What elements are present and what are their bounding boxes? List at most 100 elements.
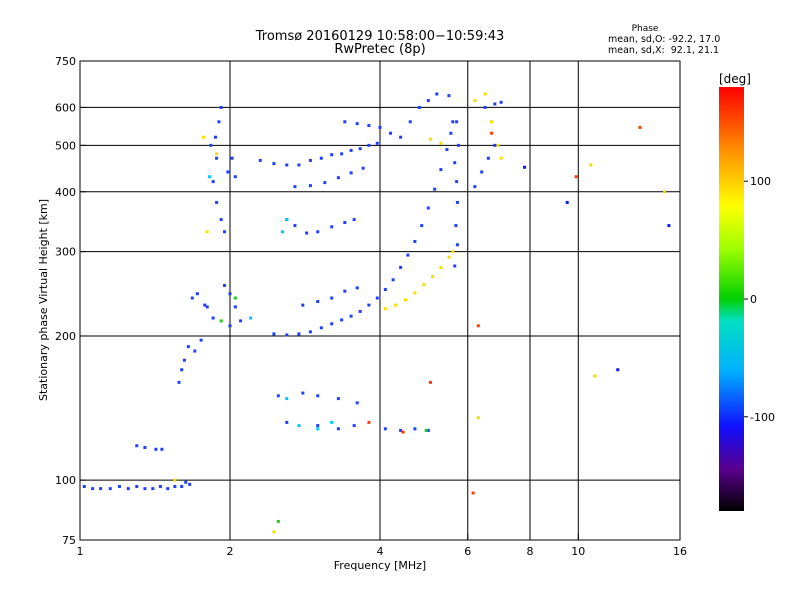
data-point	[199, 338, 203, 342]
data-point	[426, 99, 430, 103]
data-point	[211, 316, 215, 320]
data-point	[428, 137, 432, 141]
data-point	[480, 170, 484, 174]
data-point	[375, 141, 379, 145]
colorbar-tick-label: 100	[750, 175, 771, 188]
data-point	[195, 292, 199, 296]
data-point	[471, 491, 475, 495]
y-tick-label: 750	[55, 55, 76, 68]
data-point	[422, 283, 426, 287]
data-point	[340, 152, 344, 156]
data-point	[209, 143, 213, 147]
data-point	[476, 416, 480, 420]
data-point	[173, 484, 177, 488]
data-point	[358, 147, 362, 151]
data-point	[451, 250, 455, 254]
data-point	[445, 148, 449, 152]
data-point	[186, 345, 190, 349]
data-point	[281, 230, 285, 234]
data-point	[158, 484, 162, 488]
data-point	[202, 135, 206, 139]
data-point	[433, 187, 437, 191]
data-point	[349, 314, 353, 318]
data-point	[323, 181, 327, 185]
data-point	[330, 322, 334, 326]
data-point	[449, 131, 453, 135]
data-point	[431, 275, 435, 279]
data-point	[233, 175, 237, 179]
data-point	[413, 239, 417, 243]
data-point	[239, 319, 243, 323]
data-point	[308, 330, 312, 334]
y-tick-label: 300	[55, 246, 76, 259]
data-point	[420, 224, 424, 228]
data-point	[589, 163, 593, 167]
data-point	[215, 156, 219, 160]
data-point	[565, 200, 569, 204]
data-point	[401, 430, 405, 434]
data-point	[378, 125, 382, 129]
data-point	[616, 368, 620, 372]
data-point	[151, 487, 155, 491]
data-point	[413, 291, 417, 295]
data-point	[91, 487, 95, 491]
data-point	[219, 105, 223, 109]
data-point	[330, 225, 334, 229]
data-point	[426, 428, 430, 432]
data-point	[316, 394, 320, 398]
data-point	[343, 221, 347, 225]
data-point	[455, 200, 459, 204]
data-point	[483, 92, 487, 96]
data-point	[383, 307, 387, 311]
data-point	[417, 105, 421, 109]
data-point	[413, 427, 417, 431]
data-point	[367, 124, 371, 128]
y-tick-label: 600	[55, 101, 76, 114]
colorbar-label: [deg]	[719, 72, 751, 86]
data-point	[457, 143, 461, 147]
colorbar-ticks: 100 0 -100	[744, 175, 775, 424]
y-axis-label: Stationary phase Virtual Height [km]	[37, 199, 50, 401]
x-axis-label: Frequency [MHz]	[334, 559, 426, 572]
data-point	[473, 99, 477, 103]
data-point	[316, 427, 320, 431]
x-tick-label: 6	[464, 545, 471, 558]
data-point	[190, 296, 194, 300]
data-point	[293, 185, 297, 189]
phase-box-title: Phase	[632, 24, 659, 34]
data-point	[352, 218, 356, 222]
data-point	[394, 303, 398, 307]
data-point	[476, 324, 480, 328]
data-point	[406, 253, 410, 257]
data-point	[276, 394, 280, 398]
data-point	[276, 519, 280, 523]
data-point	[230, 156, 234, 160]
data-point	[399, 135, 403, 139]
data-point	[343, 120, 347, 124]
data-point	[211, 180, 215, 184]
data-point	[285, 397, 289, 401]
data-point	[428, 380, 432, 384]
data-point	[143, 445, 147, 449]
data-point	[285, 163, 289, 167]
data-point	[135, 444, 139, 448]
data-point	[305, 231, 309, 235]
chart-title: Tromsø 20160129 10:58:00−10:59:43	[255, 29, 505, 44]
data-point	[667, 224, 671, 228]
data-point	[316, 230, 320, 234]
data-point	[355, 286, 359, 290]
data-point	[403, 298, 407, 302]
data-point	[301, 391, 305, 395]
data-point	[336, 397, 340, 401]
data-point	[180, 484, 184, 488]
data-point	[182, 358, 186, 362]
data-point	[154, 447, 158, 451]
data-point	[455, 120, 459, 124]
data-point	[166, 487, 170, 491]
data-point	[447, 255, 451, 259]
data-point	[439, 141, 443, 145]
data-point	[301, 303, 305, 307]
y-tick-label: 75	[62, 534, 76, 547]
y-tick-label: 400	[55, 186, 76, 199]
data-point	[343, 289, 347, 293]
